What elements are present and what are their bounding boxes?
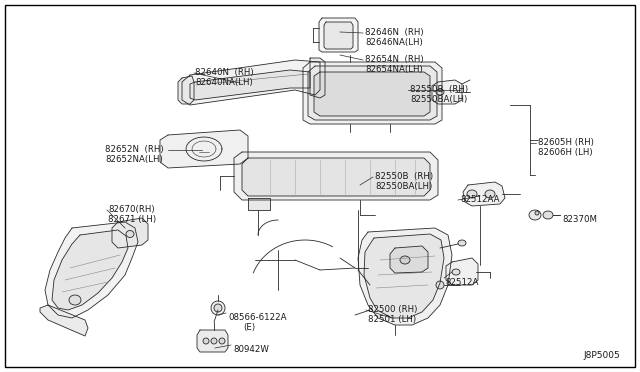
Polygon shape (197, 330, 228, 352)
Polygon shape (178, 76, 194, 104)
Polygon shape (390, 246, 428, 273)
Ellipse shape (69, 295, 81, 305)
Polygon shape (242, 158, 430, 196)
Polygon shape (52, 230, 128, 310)
Text: 82646N  (RH): 82646N (RH) (365, 28, 424, 37)
Text: 82606H (LH): 82606H (LH) (538, 148, 593, 157)
Polygon shape (248, 198, 270, 210)
Polygon shape (160, 130, 248, 168)
Text: J8P5005: J8P5005 (583, 351, 620, 360)
Polygon shape (358, 228, 452, 325)
Polygon shape (310, 58, 325, 98)
Polygon shape (182, 60, 320, 105)
Polygon shape (463, 182, 505, 206)
Text: 82550BA(LH): 82550BA(LH) (410, 95, 467, 104)
Ellipse shape (485, 190, 495, 198)
Text: 82671 (LH): 82671 (LH) (108, 215, 156, 224)
Text: 82640NA(LH): 82640NA(LH) (195, 78, 253, 87)
Ellipse shape (467, 190, 477, 198)
Text: 82550B  (RH): 82550B (RH) (410, 85, 468, 94)
Ellipse shape (219, 338, 225, 344)
Ellipse shape (211, 338, 217, 344)
Ellipse shape (452, 269, 460, 275)
Polygon shape (303, 62, 442, 124)
Text: 82550BA(LH): 82550BA(LH) (375, 182, 432, 191)
Text: 82654N  (RH): 82654N (RH) (365, 55, 424, 64)
Ellipse shape (211, 301, 225, 315)
Text: 82654NA(LH): 82654NA(LH) (365, 65, 423, 74)
Polygon shape (324, 22, 353, 49)
Text: 80942W: 80942W (233, 345, 269, 354)
Ellipse shape (543, 211, 553, 219)
Polygon shape (112, 218, 148, 248)
Text: 08566-6122A: 08566-6122A (228, 313, 287, 322)
Text: 82646NA(LH): 82646NA(LH) (365, 38, 423, 47)
Text: 82652N  (RH): 82652N (RH) (105, 145, 164, 154)
Ellipse shape (436, 89, 444, 95)
Polygon shape (45, 222, 138, 318)
Polygon shape (190, 70, 310, 100)
Polygon shape (40, 305, 88, 336)
Text: 82550B  (RH): 82550B (RH) (375, 172, 433, 181)
Text: 82670(RH): 82670(RH) (108, 205, 155, 214)
Polygon shape (314, 72, 430, 116)
Ellipse shape (436, 281, 444, 289)
Text: 82512A: 82512A (445, 278, 478, 287)
Polygon shape (364, 234, 444, 318)
Text: 82512AA: 82512AA (460, 195, 499, 204)
Polygon shape (234, 152, 438, 200)
Text: 82605H (RH): 82605H (RH) (538, 138, 594, 147)
Text: 82370M: 82370M (562, 215, 597, 224)
Text: 82501 (LH): 82501 (LH) (368, 315, 416, 324)
Polygon shape (446, 258, 478, 285)
Polygon shape (319, 18, 358, 52)
Ellipse shape (126, 231, 134, 237)
Text: (E): (E) (243, 323, 255, 332)
Ellipse shape (529, 210, 541, 220)
Text: 82652NA(LH): 82652NA(LH) (105, 155, 163, 164)
Ellipse shape (203, 338, 209, 344)
Ellipse shape (458, 240, 466, 246)
Ellipse shape (400, 256, 410, 264)
Text: 82640N  (RH): 82640N (RH) (195, 68, 253, 77)
Polygon shape (432, 80, 462, 104)
Ellipse shape (535, 211, 539, 215)
Text: 82500 (RH): 82500 (RH) (368, 305, 417, 314)
Polygon shape (308, 66, 437, 120)
Ellipse shape (214, 304, 222, 312)
